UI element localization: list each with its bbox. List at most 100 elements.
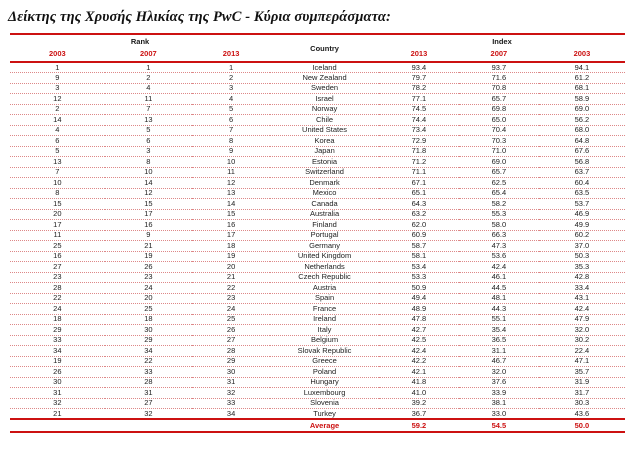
- index-2003-cell: 63.5: [538, 188, 625, 199]
- rank-2007-cell: 12: [104, 188, 193, 199]
- country-cell: Luxembourg: [270, 387, 379, 399]
- table-row: 13 8 10 Estonia 71.2 69.0 56.8: [10, 156, 625, 168]
- country-cell: Slovak Republic: [270, 345, 379, 357]
- rank-2003-cell: 13: [10, 156, 105, 168]
- rank-2007-cell: 19: [104, 251, 193, 262]
- index-2007-cell: 70.3: [458, 135, 539, 147]
- table-row: 4 5 7 United States 73.4 70.4 68.0: [10, 125, 625, 136]
- rank-2013-cell: 33: [192, 398, 271, 409]
- table-footer: Average 59.2 54.5 50.0: [10, 418, 625, 433]
- rank-year-2007-header: 2007: [104, 47, 193, 63]
- index-2003-cell: 69.0: [538, 104, 625, 115]
- country-cell: Czech Republic: [270, 272, 379, 283]
- rank-2007-cell: 16: [104, 219, 193, 231]
- table-row: 33 29 27 Belgium 42.5 36.5 30.2: [10, 335, 625, 346]
- rank-2007-cell: 10: [104, 167, 193, 178]
- rank-2007-cell: 4: [104, 83, 193, 94]
- country-cell: Iceland: [270, 62, 379, 73]
- rank-2007-cell: 30: [104, 324, 193, 336]
- group-header-row: Rank Country Index: [10, 34, 625, 63]
- rank-2007-cell: 32: [104, 408, 193, 420]
- rank-2007-cell: 27: [104, 398, 193, 409]
- country-cell: Turkey: [270, 408, 379, 420]
- rank-2013-cell: 1: [192, 62, 271, 73]
- rank-2003-cell: 32: [10, 398, 105, 409]
- index-2013-cell: 74.4: [378, 114, 459, 126]
- index-2013-cell: 50.9: [378, 282, 459, 294]
- index-2007-cell: 93.7: [458, 62, 539, 73]
- rank-2013-cell: 31: [192, 377, 271, 388]
- rank-2003-cell: 7: [10, 167, 105, 178]
- table-row: 19 22 29 Greece 42.2 46.7 47.1: [10, 356, 625, 367]
- index-2003-cell: 64.8: [538, 135, 625, 147]
- index-2007-cell: 66.3: [458, 230, 539, 241]
- table-body: 1 1 1 Iceland 93.4 93.7 94.1 9 2 2 New Zealand 79.7…: [10, 62, 625, 420]
- table-row: 18 18 25 Ireland 47.8 55.1 47.9: [10, 314, 625, 325]
- country-cell: Denmark: [270, 177, 379, 189]
- table-row: 11 9 17 Portugal 60.9 66.3 60.2: [10, 230, 625, 241]
- rank-2007-cell: 13: [104, 114, 193, 126]
- index-2003-cell: 58.9: [538, 93, 625, 105]
- index-2013-cell: 62.0: [378, 219, 459, 231]
- table-row: 8 12 13 Mexico 65.1 65.4 63.5: [10, 188, 625, 199]
- index-2003-cell: 32.0: [538, 324, 625, 336]
- index-2013-cell: 60.9: [378, 230, 459, 241]
- rank-2003-cell: 31: [10, 387, 105, 399]
- index-2013-cell: 53.4: [378, 261, 459, 273]
- rank-2013-cell: 21: [192, 272, 271, 283]
- rank-2003-cell: 22: [10, 293, 105, 304]
- index-2003-cell: 22.4: [538, 345, 625, 357]
- index-2013-cell: 36.7: [378, 408, 459, 420]
- index-2007-cell: 69.8: [458, 104, 539, 115]
- index-2007-cell: 36.5: [458, 335, 539, 346]
- rank-2013-cell: 24: [192, 303, 271, 315]
- index-2007-cell: 65.7: [458, 167, 539, 178]
- country-cell: Portugal: [270, 230, 379, 241]
- country-cell: Finland: [270, 219, 379, 231]
- rank-2013-cell: 17: [192, 230, 271, 241]
- index-2013-cell: 42.2: [378, 356, 459, 367]
- rank-2013-cell: 19: [192, 251, 271, 262]
- index-2003-cell: 42.4: [538, 303, 625, 315]
- rank-2007-cell: 25: [104, 303, 193, 315]
- rank-2007-cell: 22: [104, 356, 193, 367]
- table-row: 27 26 20 Netherlands 53.4 42.4 35.3: [10, 261, 625, 273]
- table-header: Rank Country Index 2003 2007 2013 2013 2…: [10, 34, 625, 63]
- index-2007-cell: 71.6: [458, 72, 539, 84]
- index-2003-cell: 37.0: [538, 240, 625, 252]
- rank-2013-cell: 9: [192, 146, 271, 157]
- rank-2003-cell: 21: [10, 408, 105, 420]
- index-2007-cell: 37.6: [458, 377, 539, 388]
- index-2003-cell: 33.4: [538, 282, 625, 294]
- country-cell: Greece: [270, 356, 379, 367]
- rank-2007-cell: 5: [104, 125, 193, 136]
- index-group-header: Index: [492, 37, 512, 46]
- rank-2003-cell: 10: [10, 177, 105, 189]
- index-2003-cell: 35.3: [538, 261, 625, 273]
- table-row: 10 14 12 Denmark 67.1 62.5 60.4: [10, 177, 625, 189]
- index-2013-cell: 65.1: [378, 188, 459, 199]
- country-cell: Poland: [270, 366, 379, 378]
- index-2003-cell: 68.1: [538, 83, 625, 94]
- rank-2003-cell: 2: [10, 104, 105, 115]
- rank-2007-cell: 14: [104, 177, 193, 189]
- rank-2003-cell: 19: [10, 356, 105, 367]
- rank-2013-cell: 32: [192, 387, 271, 399]
- rank-2003-cell: 26: [10, 366, 105, 378]
- rank-2003-cell: 34: [10, 345, 105, 357]
- index-2013-cell: 63.2: [378, 209, 459, 220]
- index-2007-cell: 31.1: [458, 345, 539, 357]
- table-row: 34 34 28 Slovak Republic 42.4 31.1 22.4: [10, 345, 625, 357]
- index-2013-cell: 42.1: [378, 366, 459, 378]
- rank-2003-cell: 27: [10, 261, 105, 273]
- index-2007-cell: 65.7: [458, 93, 539, 105]
- index-2007-cell: 33.9: [458, 387, 539, 399]
- index-2007-cell: 58.0: [458, 219, 539, 231]
- rank-2013-cell: 4: [192, 93, 271, 105]
- average-empty-cell: [10, 418, 271, 433]
- index-2003-cell: 50.3: [538, 251, 625, 262]
- page-title: Δείκτης της Χρυσής Ηλικίας της PwC - Κύρ…: [8, 9, 391, 25]
- country-cell: Belgium: [270, 335, 379, 346]
- index-2003-cell: 35.7: [538, 366, 625, 378]
- rank-2003-cell: 5: [10, 146, 105, 157]
